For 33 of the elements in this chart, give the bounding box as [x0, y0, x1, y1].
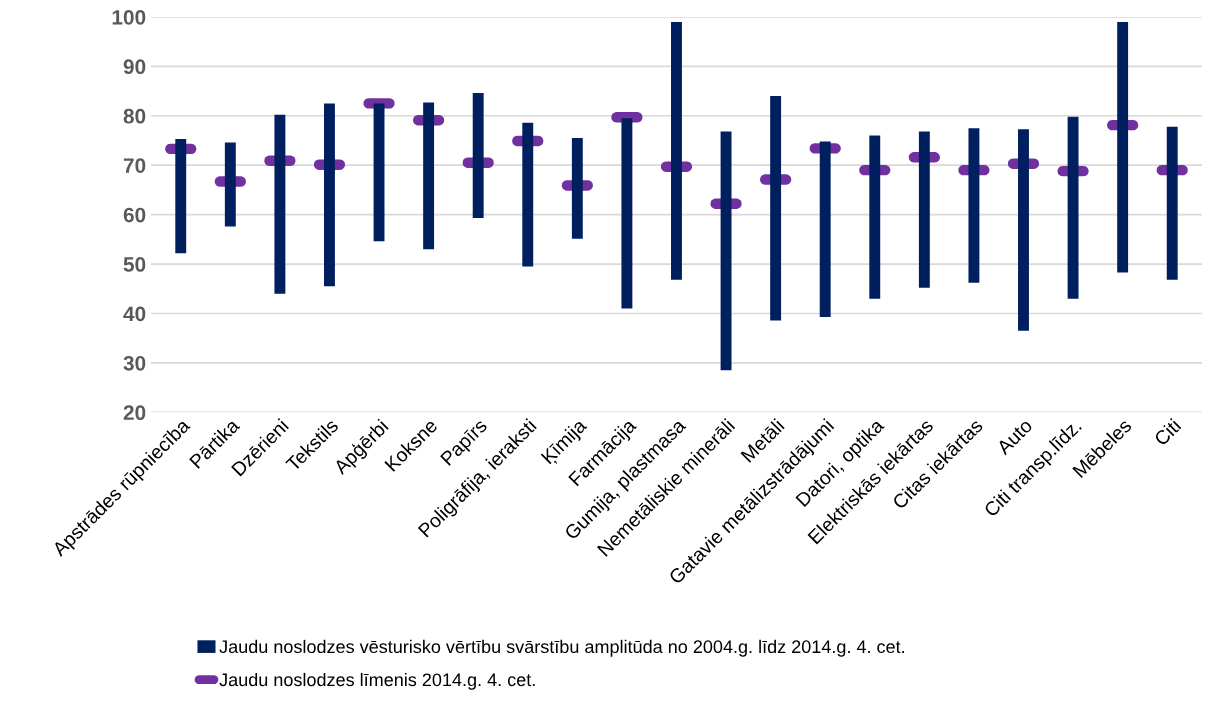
bar — [522, 122, 534, 267]
bar — [1018, 129, 1029, 331]
y-tick-label: 90 — [123, 59, 146, 75]
bar — [224, 142, 236, 227]
bar — [918, 131, 930, 288]
bar — [472, 93, 484, 219]
y-tick-label: 80 — [123, 108, 146, 124]
x-tick-label: Citi — [1153, 418, 1182, 447]
bar — [423, 102, 435, 250]
bar — [175, 139, 187, 254]
legend-label: Jaudu noslodzes vēsturisko vērtību svārstību amplitūda no 2004.g. līdz 2014.g. 4. cet. — [219, 639, 904, 657]
bar — [621, 118, 633, 309]
legend-label: Jaudu noslodzes līmenis 2014.g. 4. cet. — [219, 672, 535, 690]
bar — [571, 138, 583, 239]
bar — [869, 135, 881, 299]
y-tick-label: 40 — [123, 306, 146, 322]
bar — [274, 114, 286, 294]
bar — [1067, 116, 1079, 299]
y-tick-label: 60 — [123, 207, 146, 223]
y-tick-label: 100 — [112, 9, 146, 25]
bar — [968, 128, 980, 283]
bar — [819, 141, 831, 317]
y-tick-label: 30 — [123, 355, 146, 371]
y-tick-label: 20 — [123, 405, 146, 421]
y-tick-label: 50 — [123, 257, 146, 272]
bar — [373, 103, 385, 242]
bar — [1166, 126, 1178, 280]
bar — [1117, 21, 1129, 273]
y-tick-label: 70 — [123, 158, 146, 173]
bar — [324, 103, 335, 287]
bar — [671, 21, 682, 280]
bar — [720, 131, 732, 371]
bar — [770, 96, 782, 321]
